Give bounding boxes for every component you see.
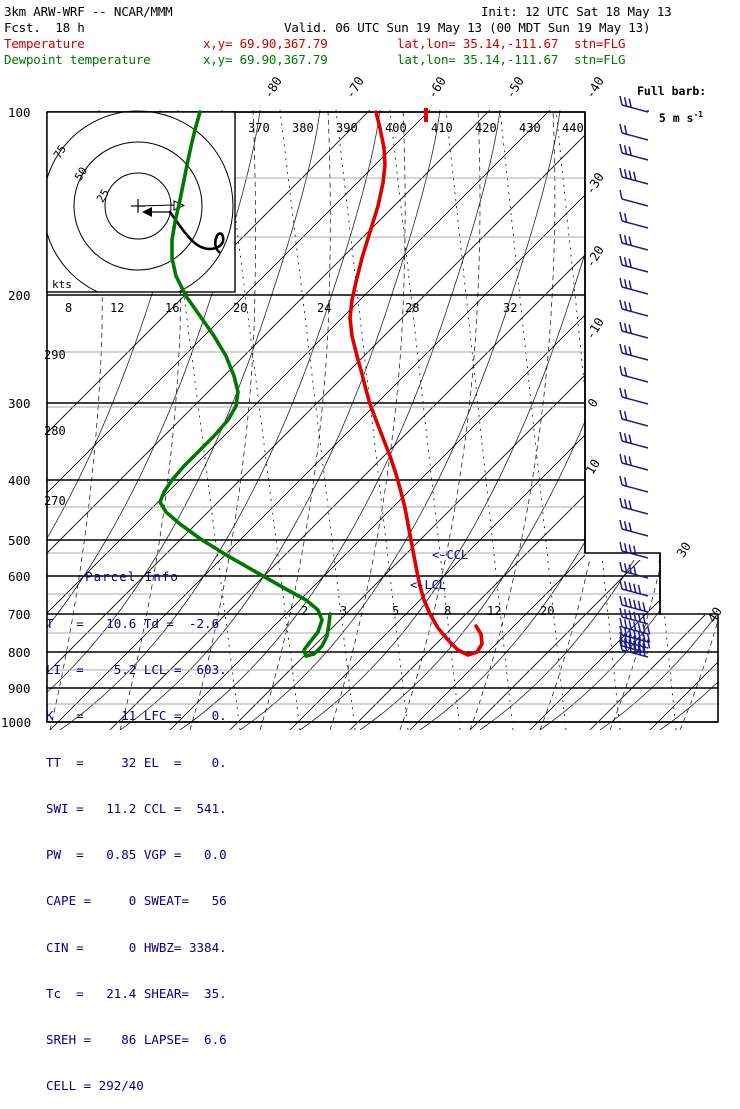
theta-top-label-410: 410 <box>431 121 453 135</box>
parcel-row-LI: LI = 5.2 LCL = 603. <box>46 662 227 678</box>
parcel-row-Tc: Tc = 21.4 SHEAR= 35. <box>46 985 227 1001</box>
dewpoint-trace <box>158 110 332 658</box>
parcel-row-K: K = 11 LFC = 0. <box>46 708 227 724</box>
mixing-label-200-28: 28 <box>405 301 420 315</box>
mixing-label-700-8: 8 <box>444 604 452 618</box>
temperature-trace <box>348 110 484 657</box>
pressure-label-700: 700 <box>8 607 31 622</box>
temperature-station: stn=FLG <box>574 36 626 51</box>
temperature-legend-label: Temperature <box>4 36 85 51</box>
full-barb-value: 5 m s <box>658 110 694 125</box>
parcel-row-T: T = 10.6 Td = -2.6 <box>46 616 220 632</box>
temperature-latlon: lat,lon= 35.14,-111.67 <box>397 36 559 51</box>
model-title: 3km ARW-WRF -- NCAR/MMM <box>4 4 173 19</box>
dewpoint-legend-label: Dewpoint temperature <box>4 52 151 67</box>
mixing-label-200-8: 8 <box>65 301 73 315</box>
full-barb-legend-line1: Full barb: <box>637 84 707 98</box>
pressure-label-400: 400 <box>8 473 31 488</box>
pressure-label-600: 600 <box>8 569 31 584</box>
parcel-row-CIN: CIN = 0 HWBZ= 3384. <box>46 939 227 955</box>
parcel-info-panel: Parcel Info T = 10.6 Td = -2.6 LI = 5.2 … <box>46 538 227 1109</box>
full-barb-exponent: -1 <box>693 110 704 119</box>
valid-time: Valid. 06 UTC Sun 19 May 13 (00 MDT Sun … <box>284 20 651 35</box>
theta-top-label-420: 420 <box>475 121 497 135</box>
theta-top-label-440: 440 <box>562 121 584 135</box>
parcel-row-TT: TT = 32 EL = 0. <box>46 754 227 770</box>
mixing-label-700-20: 20 <box>540 604 555 618</box>
parcel-row-PW: PW = 0.85 VGP = 0.0 <box>46 847 227 863</box>
wind-barb-column <box>619 95 651 658</box>
theta-left-label-270: 270 <box>44 494 66 508</box>
dewpoint-latlon: lat,lon= 35.14,-111.67 <box>397 52 559 67</box>
pressure-label-1000: 1000 <box>1 715 32 730</box>
theta-top-label-380: 380 <box>292 121 314 135</box>
mixing-label-200-24: 24 <box>317 301 332 315</box>
theta-top-label-390: 390 <box>336 121 358 135</box>
pressure-label-200: 200 <box>8 288 31 303</box>
mixing-label-200-12: 12 <box>110 301 125 315</box>
dewpoint-xy: x,y= 69.90,367.79 <box>203 52 328 67</box>
parcel-row-CELL: CELL = 292/40 <box>46 1078 144 1094</box>
mixing-label-700-3: 3 <box>340 604 348 618</box>
mixing-label-200-32: 32 <box>503 301 518 315</box>
pressure-label-300: 300 <box>8 396 31 411</box>
theta-left-label-280: 280 <box>44 424 66 438</box>
pressure-label-900: 900 <box>8 681 31 696</box>
theta-left-label-290: 290 <box>44 348 66 362</box>
pressure-label-100: 100 <box>8 105 31 120</box>
parcel-row-SREH: SREH = 86 LAPSE= 6.6 <box>46 1032 227 1047</box>
init-time: Init: 12 UTC Sat 18 May 13 <box>481 4 672 19</box>
plot-frame <box>46 111 719 723</box>
full-barb-legend-line2: 5 m s-1 <box>645 96 703 125</box>
parcel-row-CAPE: CAPE = 0 SWEAT= 56 <box>46 893 227 909</box>
forecast-hour: Fcst. 18 h <box>4 20 85 35</box>
mixing-label-700-2: 2 <box>301 604 309 618</box>
dewpoint-station: stn=FLG <box>574 52 626 67</box>
ccl-annotation: <-CCL <box>432 548 469 562</box>
mixing-label-200-20: 20 <box>233 301 248 315</box>
hodograph-units: kts <box>52 278 72 291</box>
theta-top-label-430: 430 <box>519 121 541 135</box>
skewt-diagram: kts <box>46 95 719 730</box>
mixing-label-200-16: 16 <box>165 301 180 315</box>
lcl-annotation: <-LCL <box>410 578 447 592</box>
parcel-info-title: Parcel Info <box>85 568 179 584</box>
mixing-label-700-5: 5 <box>392 604 400 618</box>
temperature-top-marker <box>424 108 428 122</box>
parcel-row-SWI: SWI = 11.2 CCL = 541. <box>46 800 227 816</box>
theta-top-label-370: 370 <box>248 121 270 135</box>
theta-top-label-400: 400 <box>385 121 407 135</box>
pressure-label-800: 800 <box>8 645 31 660</box>
mixing-label-700-12: 12 <box>487 604 502 618</box>
pressure-label-500: 500 <box>8 533 31 548</box>
hodograph: kts <box>46 110 236 293</box>
temperature-xy: x,y= 69.90,367.79 <box>203 36 328 51</box>
